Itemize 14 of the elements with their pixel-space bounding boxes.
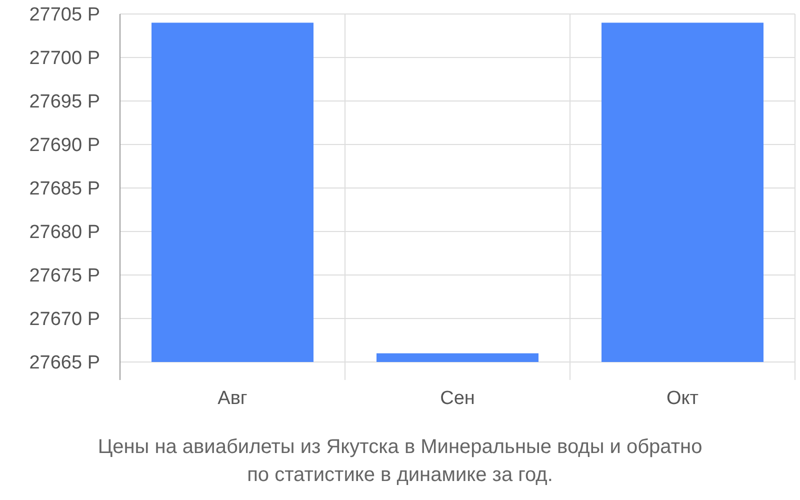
y-tick-label: 27675 Р bbox=[29, 266, 100, 287]
y-tick-label: 27685 Р bbox=[29, 178, 100, 200]
text: по статистике в динамике за год. bbox=[247, 464, 553, 486]
x-tick-label: Авг bbox=[218, 388, 248, 409]
y-tick-label: 27690 Р bbox=[29, 135, 100, 156]
y-tick-label: 27665 Р bbox=[29, 352, 100, 374]
x-tick-label: Окт bbox=[666, 388, 699, 409]
y-tick-label: 27705 Р bbox=[29, 4, 100, 26]
x-tick-label: Сен bbox=[440, 388, 475, 409]
y-tick-label: 27700 Р bbox=[29, 48, 100, 70]
y-tick-label: 27680 Р bbox=[29, 222, 100, 244]
y-tick-label: 27670 Р bbox=[29, 309, 100, 330]
text: Цены на авиабилеты из Якутска в Минеральные воды и обратно bbox=[98, 436, 702, 458]
y-tick-label: 27695 Р bbox=[29, 92, 100, 113]
